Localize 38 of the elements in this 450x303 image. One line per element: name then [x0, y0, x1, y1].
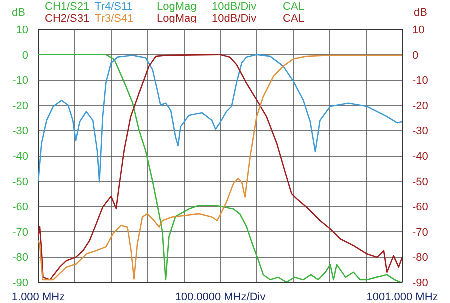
- y2-tick-label: 0: [412, 50, 419, 62]
- x-axis-title: 100.0000 MHz/Div: [175, 292, 266, 303]
- x-tick-label: 1.000 MHz: [12, 292, 66, 303]
- y-tick-label: -30: [12, 126, 29, 138]
- y-tick-label: -20: [12, 100, 29, 112]
- text: 10dB/Div: [212, 13, 257, 25]
- y-tick-label: -60: [12, 202, 29, 214]
- y2-tick-label: 10: [412, 24, 425, 36]
- text: 10dB/Div: [212, 1, 257, 13]
- y-tick-label: -80: [12, 252, 29, 264]
- text: LogMag: [157, 13, 197, 25]
- line-series: [38, 54, 402, 183]
- y-tick-label: -10: [12, 75, 29, 88]
- y-tick-label: -40: [12, 151, 29, 163]
- text: CAL: [283, 13, 304, 25]
- y2-tick-label: -20: [412, 100, 428, 112]
- text: Tr3/S41: [95, 13, 134, 25]
- y-tick-label: -90: [12, 278, 29, 290]
- text: CH1/S21: [45, 1, 90, 13]
- y-tick-label: -50: [12, 176, 29, 188]
- y-tick-label: 10: [16, 24, 29, 36]
- y-tick-label: -70: [12, 226, 29, 239]
- text: CH2/S31: [45, 13, 90, 25]
- text: CAL: [283, 1, 304, 13]
- y2-tick-label: -40: [412, 151, 428, 163]
- y2-tick-label: -60: [412, 202, 428, 214]
- text: Tr4/S11: [95, 1, 133, 13]
- y2-tick-label: -30: [412, 126, 428, 138]
- y-tick-label: 0: [22, 50, 29, 62]
- x-tick-label: 1001.000 MHz: [366, 292, 438, 303]
- y2-tick-label: -10: [412, 75, 428, 88]
- y2-tick-label: -90: [412, 278, 428, 290]
- y2-tick-label: -80: [412, 252, 428, 264]
- y2-tick-label: -50: [412, 176, 428, 188]
- y-axis-title: dB: [12, 7, 26, 19]
- text: LogMag: [157, 1, 197, 13]
- y2-tick-label: -70: [412, 226, 428, 239]
- y2-axis-title: dB: [414, 7, 428, 19]
